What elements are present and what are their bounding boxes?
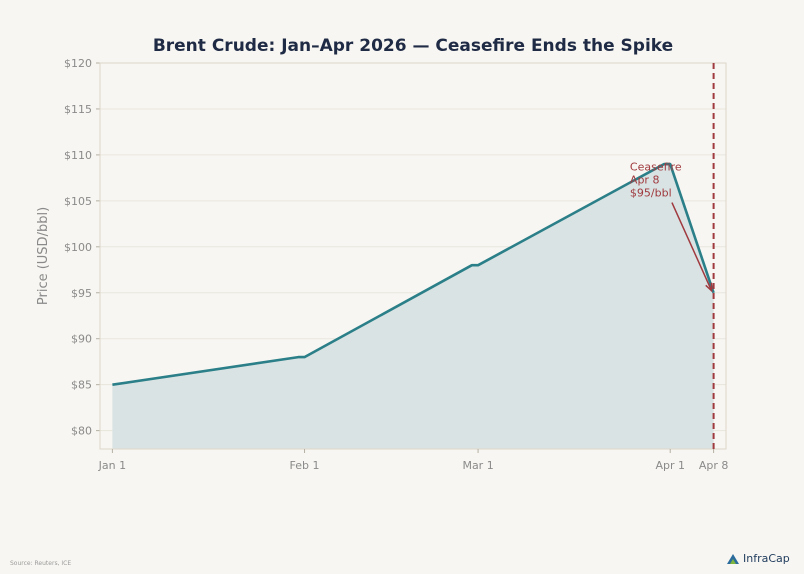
series-area-group [112,162,715,449]
y-tick-label: $110 [64,149,92,162]
x-tick-label: Feb 1 [290,459,320,472]
annotation-text-line: Ceasefire [630,161,682,174]
chart-title: Brent Crude: Jan–Apr 2026 — Ceasefire En… [153,36,673,56]
y-tick-label: $85 [71,379,92,392]
axis-group: $80 $85 $90 $95 $100 $105 $110 $115 $120 Jan 1 Feb… [64,57,728,472]
brand-logo: InfraCap [726,552,790,565]
x-tick-label: Apr 1 [655,459,685,472]
y-axis-label: Price (USD/bbl) [36,207,51,305]
annotation-text-line: $95/bbl [630,187,672,200]
plot-frame [99,62,727,450]
y-tick-label: $95 [71,287,92,300]
brand-name: InfraCap [743,552,790,565]
series-area [112,164,714,449]
source-note: Source: Reuters, ICE [10,560,72,567]
y-tick-label: $80 [71,425,92,438]
series-line [112,162,715,386]
annotation-text-line: Apr 8 [630,174,660,187]
annotation-arrow [671,202,713,292]
y-tick-label: $115 [64,103,92,116]
y-tick-label: $90 [71,333,92,346]
infracap-logo-icon [727,553,739,564]
annotation-arrowhead [705,282,713,293]
y-tick-label: $105 [64,195,92,208]
x-tick-label: Apr 8 [699,459,729,472]
y-tick-label: $100 [64,241,92,254]
x-tick-label: Jan 1 [98,459,126,472]
x-tick-label: Mar 1 [462,459,493,472]
y-tick-label: $120 [64,57,92,70]
